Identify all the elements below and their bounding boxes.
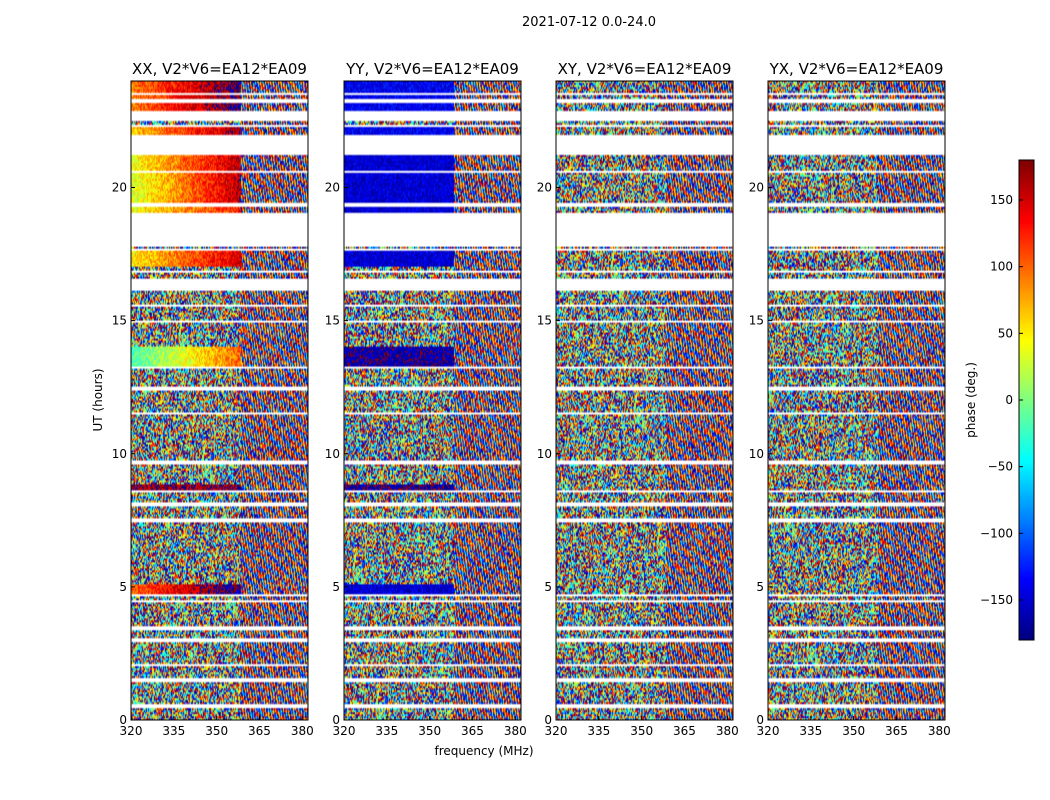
panel-frame — [343, 80, 522, 721]
x-tick-label: 365 — [248, 724, 271, 738]
phase-heatmap-yy — [344, 81, 521, 720]
y-tick-label: 10 — [112, 447, 127, 461]
y-tick-label: 10 — [325, 447, 340, 461]
panel-title: YX, V2*V6=EA12*EA09 — [769, 60, 944, 78]
y-tick-label: 5 — [332, 580, 340, 594]
y-tick-label: 10 — [749, 447, 764, 461]
y-tick-label: 0 — [332, 713, 340, 727]
x-tick-label: 365 — [461, 724, 484, 738]
y-tick-label: 15 — [537, 314, 552, 328]
x-tick-label: 365 — [885, 724, 908, 738]
y-tick-label: 20 — [112, 181, 127, 195]
y-tick-label: 15 — [325, 314, 340, 328]
x-tick-label: 380 — [504, 724, 527, 738]
colorbar-label: phase (deg.) — [964, 362, 978, 438]
phase-heatmap-xy — [556, 81, 733, 720]
x-tick-label: 335 — [375, 724, 398, 738]
y-tick-label: 20 — [325, 181, 340, 195]
panel-title: XX, V2*V6=EA12*EA09 — [132, 60, 307, 78]
colorbar-tick-label: −150 — [980, 593, 1013, 607]
x-tick-label: 335 — [799, 724, 822, 738]
y-tick-label: 20 — [537, 181, 552, 195]
panel-yx: YX, V2*V6=EA12*EA09 320 335 350 365 380 0 5 10 15… — [749, 60, 951, 738]
y-tick-label: 15 — [749, 314, 764, 328]
x-tick-label: 380 — [928, 724, 951, 738]
y-tick-label: 20 — [749, 181, 764, 195]
y-axis-label: UT (hours) — [91, 368, 105, 431]
panel-frame — [555, 80, 734, 721]
x-tick-label: 350 — [205, 724, 228, 738]
phase-heatmap-xx — [131, 81, 308, 720]
x-tick-label: 320 — [333, 724, 356, 738]
y-tick-label: 10 — [537, 447, 552, 461]
x-tick-label: 350 — [842, 724, 865, 738]
panel-xx: XX, V2*V6=EA12*EA09 320 335 350 365 380 0 5 10 15… — [112, 60, 314, 738]
colorbar-tick-label: 0 — [1005, 393, 1013, 407]
x-tick-label: 365 — [673, 724, 696, 738]
colorbar-tick-label: −50 — [988, 460, 1013, 474]
figure-title: 2021-07-12 0.0-24.0 — [522, 15, 656, 30]
panel-yy: YY, V2*V6=EA12*EA09 320 335 350 365 380 0 5 10 15… — [325, 60, 527, 738]
y-tick-label: 0 — [119, 713, 127, 727]
phase-heatmap-yx — [768, 81, 945, 720]
x-tick-label: 320 — [545, 724, 568, 738]
x-tick-label: 335 — [587, 724, 610, 738]
y-tick-label: 5 — [756, 580, 764, 594]
y-tick-label: 0 — [544, 713, 552, 727]
x-tick-label: 320 — [757, 724, 780, 738]
y-tick-label: 15 — [112, 314, 127, 328]
x-tick-label: 350 — [418, 724, 441, 738]
colorbar-gradient — [1019, 160, 1034, 640]
x-tick-label: 380 — [291, 724, 314, 738]
x-tick-label: 335 — [162, 724, 185, 738]
y-tick-label: 0 — [756, 713, 764, 727]
colorbar: −150 −100 −50 0 50 100 150 — [980, 159, 1035, 641]
panel-frame — [130, 80, 309, 721]
x-tick-label: 350 — [630, 724, 653, 738]
panel-frame — [767, 80, 946, 721]
panel-title: XY, V2*V6=EA12*EA09 — [558, 60, 732, 78]
x-tick-label: 320 — [120, 724, 143, 738]
colorbar-tick-label: 150 — [990, 193, 1013, 207]
panel-title: YY, V2*V6=EA12*EA09 — [345, 60, 519, 78]
x-tick-label: 380 — [716, 724, 739, 738]
panels-group: XX, V2*V6=EA12*EA09 320 335 350 365 380 0 5 10 15… — [112, 60, 951, 738]
panel-xy: XY, V2*V6=EA12*EA09 320 335 350 365 380 0 5 10 15… — [537, 60, 739, 738]
colorbar-tick-label: −100 — [980, 526, 1013, 540]
colorbar-tick-label: 50 — [998, 326, 1013, 340]
y-tick-label: 5 — [544, 580, 552, 594]
colorbar-tick-label: 100 — [990, 260, 1013, 274]
x-axis-label: frequency (MHz) — [434, 744, 533, 758]
y-tick-label: 5 — [119, 580, 127, 594]
